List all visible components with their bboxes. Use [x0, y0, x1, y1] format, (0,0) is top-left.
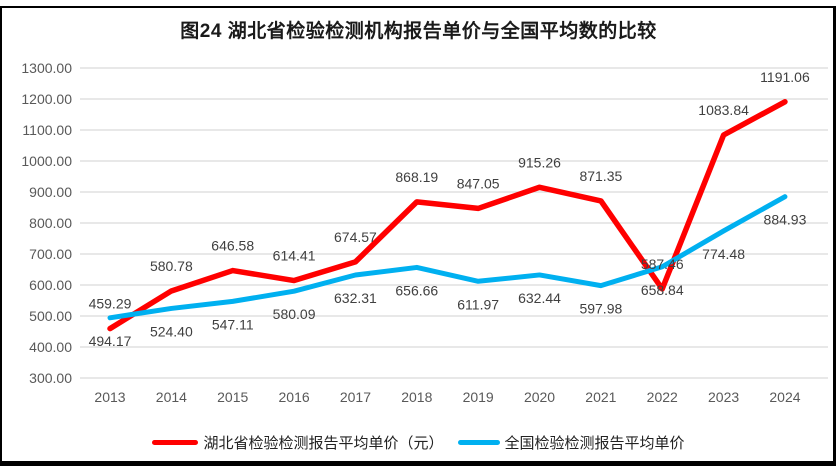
data-label-series-0: 614.41 — [273, 248, 316, 264]
y-axis-tick-label: 700.00 — [29, 246, 72, 262]
x-axis-tick-label: 2013 — [94, 389, 125, 405]
legend-label-hubei: 湖北省检验检测报告平均单价（元） — [203, 435, 444, 452]
y-axis-tick-label: 800.00 — [29, 215, 72, 231]
data-label-series-1: 580.09 — [273, 306, 316, 322]
legend-label-national: 全国检验检测报告平均单价 — [504, 435, 685, 452]
data-label-series-0: 868.19 — [395, 169, 438, 185]
data-label-series-0: 459.29 — [89, 296, 132, 312]
data-label-series-1: 774.48 — [702, 246, 745, 262]
data-label-series-0: 915.26 — [518, 154, 561, 170]
y-axis-tick-label: 1200.00 — [21, 91, 72, 107]
y-axis-tick-label: 900.00 — [29, 184, 72, 200]
data-label-series-0: 847.05 — [457, 175, 500, 191]
x-axis-tick-label: 2016 — [279, 389, 310, 405]
legend-item-national: 全国检验检测报告平均单价 — [457, 432, 685, 453]
data-label-series-0: 580.78 — [150, 258, 193, 274]
data-label-series-1: 547.11 — [212, 316, 254, 332]
y-axis-tick-label: 1100.00 — [22, 122, 72, 138]
data-label-series-1: 632.31 — [334, 290, 377, 306]
data-label-series-1: 524.40 — [150, 323, 193, 339]
data-label-series-0: 871.35 — [579, 168, 622, 184]
chart-legend: 湖北省检验检测报告平均单价（元） 全国检验检测报告平均单价 — [0, 432, 837, 453]
x-axis-tick-label: 2014 — [156, 389, 187, 405]
data-label-series-1: 658.84 — [641, 282, 684, 298]
data-label-series-1: 494.17 — [89, 333, 132, 349]
data-label-series-0: 646.58 — [211, 238, 254, 254]
legend-line-swatch-red — [152, 440, 199, 445]
x-axis-tick-label: 2015 — [217, 389, 248, 405]
y-axis-tick-label: 1000.00 — [21, 153, 72, 169]
legend-item-hubei: 湖北省检验检测报告平均单价（元） — [152, 432, 444, 453]
chart-title: 图24 湖北省检验检测机构报告单价与全国平均数的比较 — [180, 21, 657, 42]
y-axis-tick-label: 400.00 — [29, 339, 72, 355]
series-line-1 — [107, 194, 788, 321]
data-label-series-1: 597.98 — [579, 301, 622, 317]
y-axis-tick-label: 600.00 — [29, 277, 72, 293]
data-label-series-0: 587.46 — [641, 256, 684, 272]
x-axis-tick-label: 2024 — [769, 389, 800, 405]
series-line-0 — [107, 99, 788, 332]
x-axis-tick-label: 2019 — [463, 389, 494, 405]
legend-line-swatch-blue — [457, 440, 500, 445]
y-axis-tick-label: 500.00 — [29, 308, 72, 324]
x-axis-tick-label: 2021 — [585, 389, 616, 405]
data-label-series-0: 1191.06 — [760, 69, 810, 85]
data-label-series-1: 611.97 — [457, 296, 499, 312]
x-axis-tick-label: 2018 — [401, 389, 432, 405]
data-label-series-0: 674.57 — [334, 229, 377, 245]
y-axis-tick-label: 1300.00 — [21, 60, 72, 76]
x-axis-tick-label: 2017 — [340, 389, 371, 405]
x-axis-tick-label: 2022 — [647, 389, 678, 405]
data-label-series-1: 884.93 — [764, 212, 807, 228]
data-label-series-1: 632.44 — [518, 290, 561, 306]
x-axis-tick-label: 2020 — [524, 389, 555, 405]
data-label-series-1: 656.66 — [395, 282, 438, 298]
x-axis-tick-label: 2023 — [708, 389, 739, 405]
data-label-series-0: 1083.84 — [698, 102, 749, 118]
y-axis-tick-label: 300.00 — [29, 370, 72, 386]
